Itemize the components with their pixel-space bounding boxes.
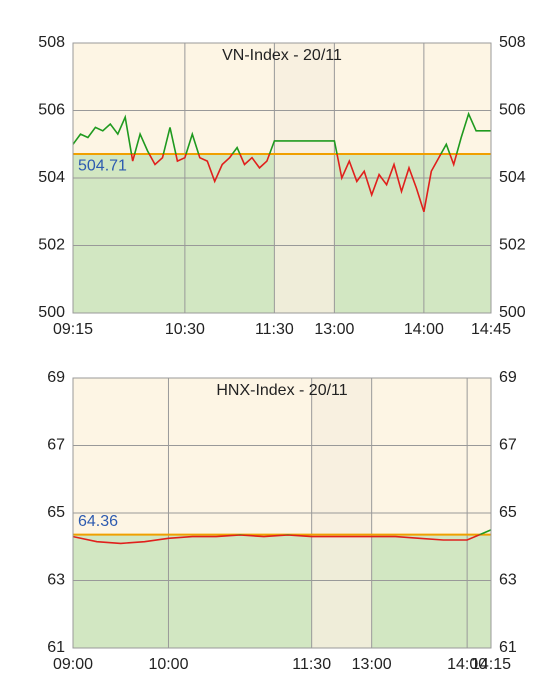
plot-border (72, 377, 492, 649)
y2-tick-label: 67 (499, 437, 517, 454)
x-tick-label: 14:45 (471, 321, 511, 338)
chart-title: VN-Index - 20/11 (222, 47, 342, 64)
y2-tick-label: 508 (499, 34, 526, 51)
y-tick-label: 502 (38, 237, 65, 254)
x-tick-label: 09:15 (53, 321, 93, 338)
y2-tick-label: 65 (499, 504, 517, 521)
y-tick-label: 508 (38, 34, 65, 51)
y-tick-label: 61 (47, 639, 65, 656)
reference-label: 504.71 (78, 157, 127, 174)
chart-title: HNX-Index - 20/11 (216, 382, 347, 399)
y2-tick-label: 500 (499, 304, 526, 321)
y-tick-label: 65 (47, 504, 65, 521)
y-tick-label: 67 (47, 437, 65, 454)
y-tick-label: 69 (47, 369, 65, 386)
x-tick-label: 14:00 (447, 656, 487, 673)
y2-tick-label: 69 (499, 369, 517, 386)
x-tick-label: 14:15 (471, 656, 511, 673)
y-tick-label: 506 (38, 102, 65, 119)
y-tick-label: 500 (38, 304, 65, 321)
plot-border (72, 42, 492, 314)
below-reference-area (73, 534, 491, 648)
index-line-down (130, 154, 458, 213)
y2-tick-label: 502 (499, 237, 526, 254)
x-tick-label: 10:30 (165, 321, 205, 338)
x-tick-label: 10:00 (148, 656, 188, 673)
x-tick-label: 13:00 (314, 321, 354, 338)
x-tick-label: 11:30 (292, 656, 331, 673)
y2-tick-label: 504 (499, 169, 526, 186)
x-tick-label: 14:00 (404, 321, 444, 338)
y2-tick-label: 61 (499, 639, 517, 656)
y2-tick-label: 506 (499, 102, 526, 119)
y2-tick-label: 63 (499, 572, 517, 589)
reference-label: 64.36 (78, 513, 118, 530)
y-tick-label: 504 (38, 169, 65, 186)
x-tick-label: 11:30 (255, 321, 294, 338)
index-line-down (73, 534, 482, 545)
x-tick-label: 09:00 (53, 656, 93, 673)
y-tick-label: 63 (47, 572, 65, 589)
x-tick-label: 13:00 (352, 656, 392, 673)
